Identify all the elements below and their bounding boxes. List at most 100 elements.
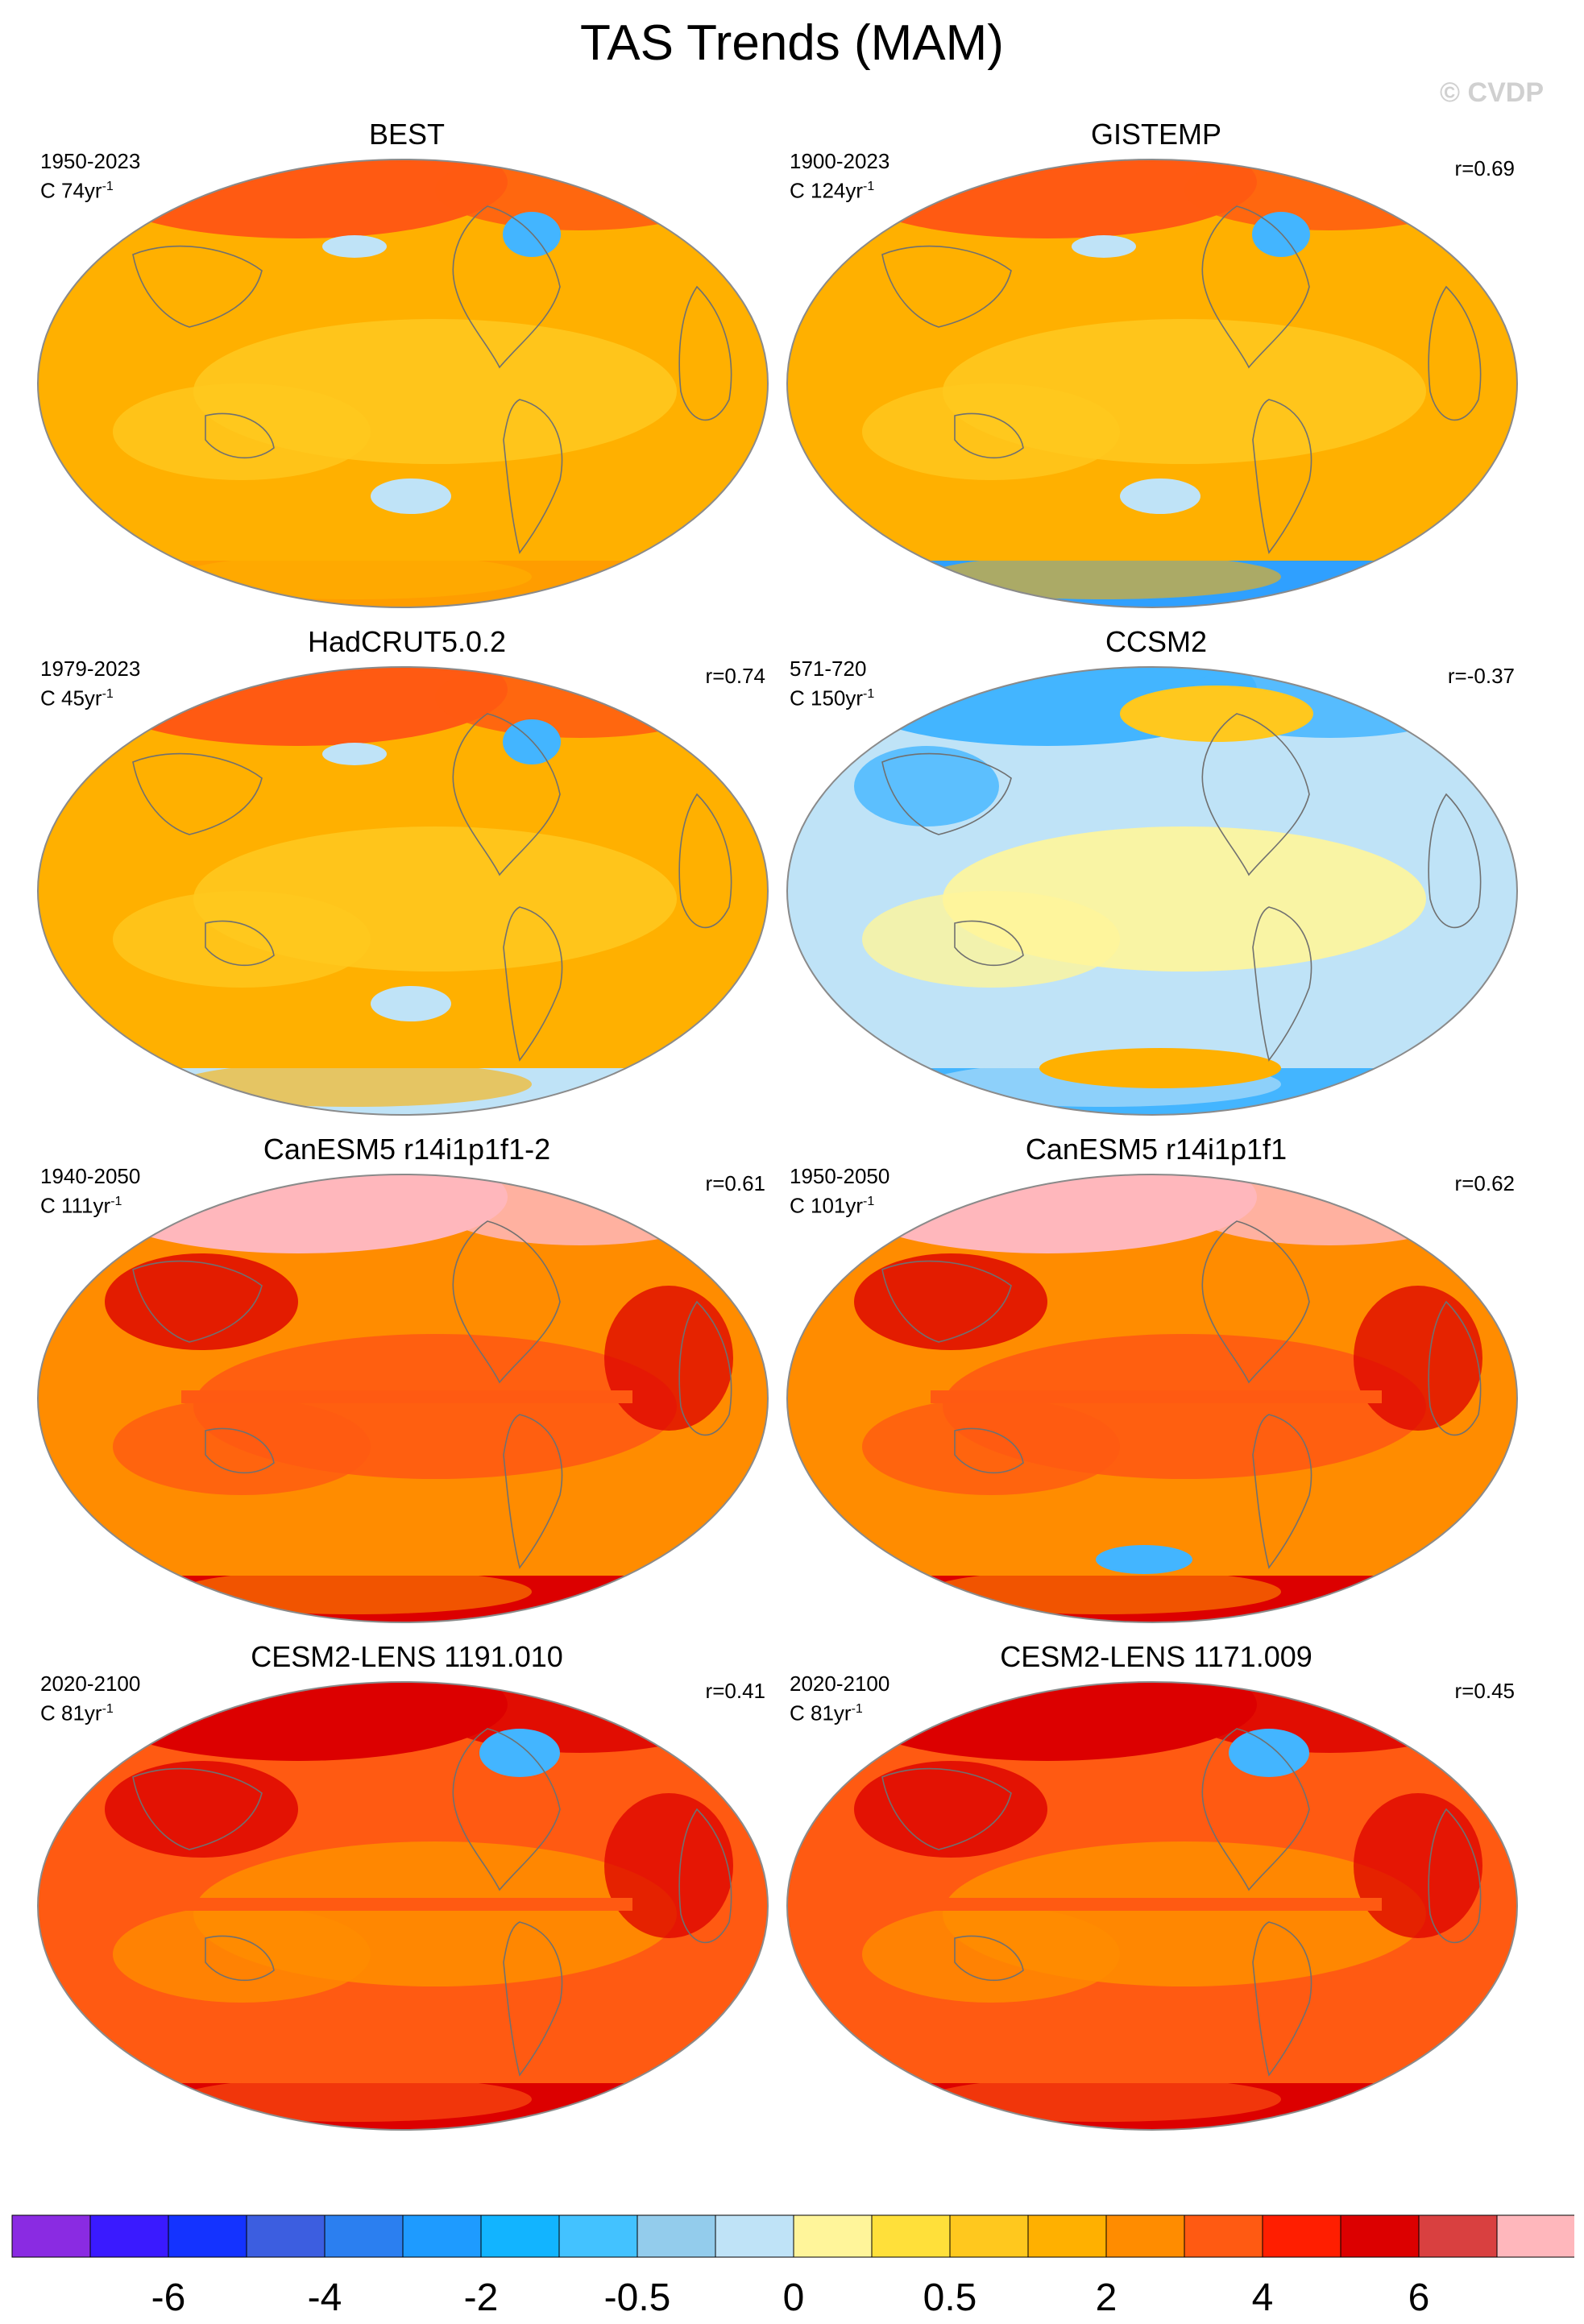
coastline [205,1427,275,1474]
coastline [881,1260,1012,1343]
map-panel: CanESM5 r14i1p1f1 1950-2050 C 101yr-1 r=0.6… [782,1133,1531,1623]
robinson-map [37,1681,769,2131]
map-panel: CanESM5 r14i1p1f1-2 1940-2050 C 111yr-1 r=0… [32,1133,782,1623]
colorbar-swatch [637,2214,716,2258]
trend-field [38,667,768,1115]
coastline [954,412,1024,459]
coastline [881,1767,1012,1850]
panel-period: 1900-2023 C 124yr-1 [790,148,889,204]
map-border [37,159,769,608]
trend-units: C 101yr-1 [790,1189,889,1219]
pattern-correlation: r=0.41 [705,1679,765,1703]
period-text: 1950-2023 [40,149,141,173]
units-text: C 45yr [40,686,102,710]
colorbar-tick-label: -6 [151,2276,186,2319]
panel-period: 2020-2100 C 81yr-1 [40,1671,140,1726]
coastline [881,245,1012,328]
colorbar-tick-label: 4 [1251,2276,1274,2319]
coastline [1201,205,1310,369]
colorbar-tick-label: 6 [1408,2276,1430,2319]
units-text: C 81yr [40,1701,102,1725]
period-text: 1900-2023 [790,149,890,173]
period-text: 1940-2050 [40,1164,141,1188]
robinson-map [786,1681,1518,2131]
coastline [452,1728,561,1891]
coastline [205,1935,275,1982]
trend-units: C 81yr-1 [790,1696,889,1726]
trend-units: C 111yr-1 [40,1189,140,1219]
map-panel: HadCRUT5.0.2 1979-2023 C 45yr-1 r=0.74 [32,625,782,1116]
colorbar [11,2214,1574,2258]
units-exponent: -1 [102,687,114,701]
colorbar-swatch [949,2214,1029,2258]
colorbar-swatch [402,2214,482,2258]
colorbar-swatch [1105,2214,1185,2258]
coastline [503,1414,563,1569]
colorbar-swatch [168,2214,247,2258]
panel-period: 1979-2023 C 45yr-1 [40,656,140,711]
colorbar-swatch [1027,2214,1107,2258]
trend-field [787,159,1517,607]
map-border [786,1681,1518,2131]
colorbar-swatch [89,2214,169,2258]
panel-period: 1950-2050 C 101yr-1 [790,1163,889,1219]
coastline [881,752,1012,835]
map-panel: CESM2-LENS 1191.010 2020-2100 C 81yr-1 r=0.… [32,1640,782,2131]
coastline [1252,399,1312,554]
map-border [786,159,1518,608]
colorbar-swatch [1184,2214,1263,2258]
colorbar-tick-label: 2 [1095,2276,1118,2319]
panel-period: 1950-2023 C 74yr-1 [40,148,140,204]
units-exponent: -1 [863,1195,875,1208]
coastline [1428,1300,1482,1436]
colorbar-swatch [715,2214,794,2258]
map-border [37,666,769,1116]
coastline [132,245,263,328]
units-text: C 150yr [790,686,864,710]
pattern-correlation: r=0.74 [705,664,765,688]
colorbar-swatch [793,2214,873,2258]
coastline [132,1767,263,1850]
colorbar-tick-label: 0 [782,2276,805,2319]
colorbar-labels: -6 -4 -2 -0.5 0 0.5 2 4 6 [0,2276,1584,2324]
coastline [503,399,563,554]
units-exponent: -1 [102,1702,114,1716]
coastline [503,906,563,1062]
trend-field [787,1682,1517,2130]
coastline [1201,1728,1310,1891]
map-panel: BEST 1950-2023 C 74yr-1 [32,118,782,608]
coastline [1252,1921,1312,2077]
colorbar-swatch [871,2214,951,2258]
trend-field [38,1174,768,1622]
trend-field [38,1682,768,2130]
map-panel: GISTEMP 1900-2023 C 124yr-1 r=0.69 [782,118,1531,608]
period-text: 2020-2100 [40,1672,141,1696]
colorbar-swatch [1496,2214,1574,2258]
coastline [678,1808,732,1944]
colorbar-swatch [11,2214,91,2258]
colorbar-swatch [324,2214,404,2258]
map-border [37,1174,769,1623]
panel-period: 2020-2100 C 81yr-1 [790,1671,889,1726]
units-exponent: -1 [851,1702,863,1716]
pattern-correlation: r=0.62 [1454,1171,1515,1195]
trend-field [787,667,1517,1115]
period-text: 571-720 [790,657,867,681]
panel-title: CanESM5 r14i1p1f1 [1025,1133,1288,1166]
units-exponent: -1 [863,687,875,701]
units-text: C 74yr [40,178,102,203]
coastline [452,713,561,876]
panel-title: CESM2-LENS 1191.010 [251,1640,563,1673]
coastline [678,285,732,421]
units-exponent: -1 [110,1195,122,1208]
coastline [954,1935,1024,1982]
pattern-correlation: r=0.69 [1454,156,1515,180]
coastline [1428,1808,1482,1944]
coastline [205,920,275,967]
robinson-map [786,666,1518,1116]
units-text: C 101yr [790,1193,864,1218]
map-border [37,1681,769,2131]
colorbar-tick-label: -2 [463,2276,499,2319]
robinson-map [786,159,1518,608]
coastline [1201,1220,1310,1384]
